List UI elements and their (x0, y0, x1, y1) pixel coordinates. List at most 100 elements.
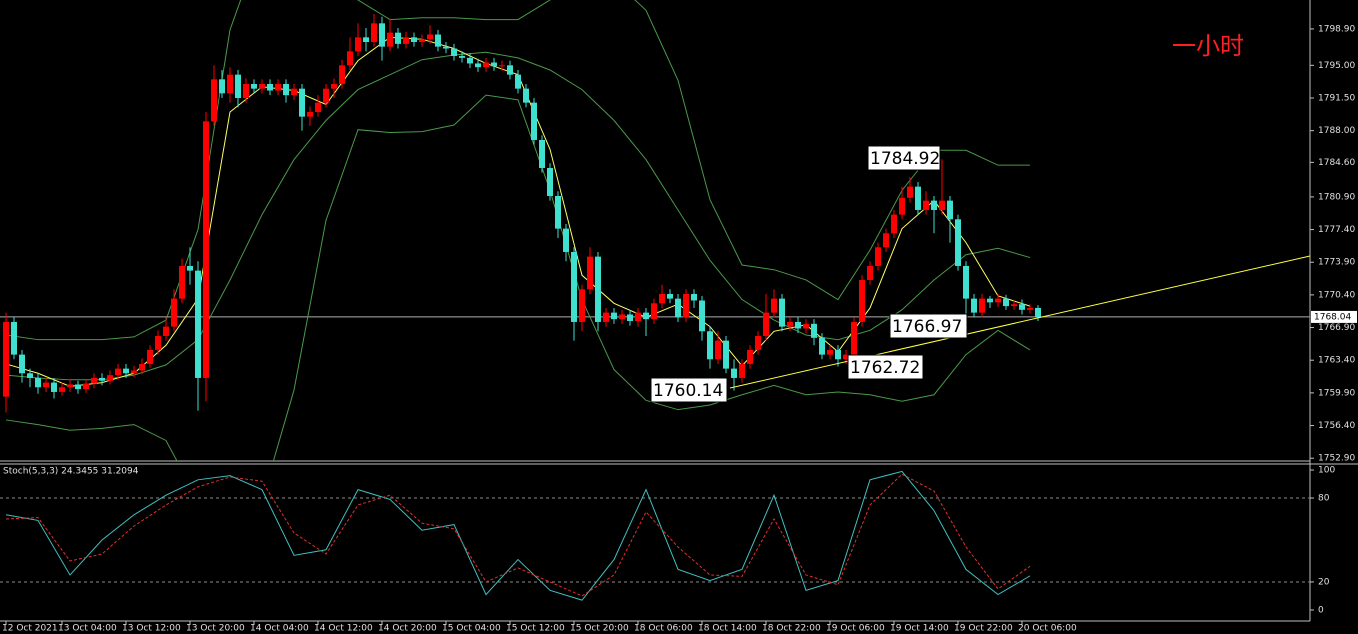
candle-body (75, 384, 81, 390)
candle-body (779, 298, 785, 327)
axes: 1798.90 1795.00 1791.50 1788.00 1784.60 1780.… (2, 24, 1357, 634)
candle-body (467, 57, 473, 64)
candle-body (899, 197, 905, 215)
candle-body (699, 300, 705, 332)
candle-body (27, 373, 33, 378)
candle-body (555, 195, 561, 229)
y-tick-label: 1798.90 (1318, 24, 1355, 34)
x-tick-label: 18 Oct 06:00 (634, 624, 693, 634)
indicator-line (5, 51, 1031, 381)
candle-body (947, 200, 953, 220)
candle-body (931, 200, 937, 210)
stoch-line (5, 470, 1031, 601)
annotation: 1766.97 (892, 317, 962, 337)
candle-body (755, 335, 761, 350)
annotation: 1762.72 (850, 358, 920, 378)
candle-body (963, 265, 969, 299)
candle-body (843, 354, 849, 360)
y-tick-label: 1766.90 (1318, 323, 1355, 333)
candle-body (331, 83, 337, 89)
x-tick-label: 13 Oct 04:00 (58, 624, 117, 634)
candle-body (819, 337, 825, 355)
candle-body (1011, 304, 1017, 307)
candle-body (515, 74, 521, 89)
candle-body (451, 48, 457, 56)
candle-body (667, 293, 673, 299)
annotation: 1760.14 (653, 381, 723, 401)
candle-body (131, 370, 137, 374)
candle-body (731, 368, 737, 378)
candle-body (795, 321, 801, 329)
x-tick-label: 13 Oct 12:00 (122, 624, 181, 634)
candle-body (187, 265, 193, 271)
candle-body (123, 368, 129, 374)
candle-body (163, 326, 169, 336)
candle-body (851, 321, 857, 355)
candle-body (43, 382, 49, 388)
candle-body (971, 298, 977, 313)
candle-body (411, 37, 417, 42)
candle-body (659, 293, 665, 304)
candle-body (643, 312, 649, 320)
candle-body (651, 303, 657, 320)
price-panel (0, 0, 1310, 461)
candle-body (323, 88, 329, 103)
candle-body (883, 233, 889, 248)
price-tag-box (1311, 310, 1357, 323)
candle-body (627, 314, 633, 322)
candle-body (811, 323, 817, 338)
x-tick-label: 20 Oct 06:00 (1018, 624, 1077, 634)
candle-body (219, 79, 225, 94)
candle-body (1035, 307, 1041, 317)
candle-body (179, 265, 185, 299)
candle-body (619, 314, 625, 320)
indicator-label: Stoch(5,3,3) 24.3455 31.2094 (3, 467, 139, 477)
x-tick-label: 15 Oct 04:00 (442, 624, 501, 634)
x-tick-label: 18 Oct 22:00 (762, 624, 821, 634)
candle-body (371, 23, 377, 42)
candle-body (763, 312, 769, 336)
candle-body (315, 102, 321, 112)
candle-body (739, 363, 745, 378)
y-tick-label: 1795.00 (1318, 61, 1355, 71)
y-tick-label: 1777.40 (1318, 225, 1355, 235)
candle-body (59, 387, 65, 392)
candle-body (523, 88, 529, 103)
candle-body (443, 46, 449, 49)
stoch-panel (0, 470, 1310, 601)
candle-body (539, 139, 545, 168)
x-tick-label: 15 Oct 12:00 (506, 624, 565, 634)
candle-body (307, 111, 313, 117)
candle-body (203, 121, 209, 378)
candle-body (171, 298, 177, 327)
candle-body (275, 83, 281, 91)
y-tick-label: 80 (1318, 494, 1330, 504)
indicator-line (5, 94, 1031, 461)
trend-line (729, 255, 1311, 389)
candle-body (827, 349, 833, 355)
candle-body (547, 167, 553, 196)
candle-body (475, 63, 481, 68)
y-tick-label: 20 (1318, 577, 1330, 587)
candle-body (51, 382, 57, 392)
y-tick-label: 100 (1318, 466, 1335, 476)
x-tick-label: 19 Oct 14:00 (890, 624, 949, 634)
candle-body (395, 32, 401, 44)
candle-body (1019, 304, 1025, 310)
annotation-box (889, 313, 968, 339)
candle-body (579, 289, 585, 322)
candle-body (635, 312, 641, 322)
candle-body (923, 200, 929, 210)
candle-body (611, 312, 617, 320)
y-tick-label: 1770.40 (1318, 290, 1355, 300)
y-tick-label: 1773.90 (1318, 258, 1355, 268)
x-tick-label: 13 Oct 20:00 (186, 624, 245, 634)
candle-body (507, 65, 513, 75)
candle-body (907, 186, 913, 198)
x-tick-label: 14 Oct 20:00 (378, 624, 437, 634)
candle-body (195, 270, 201, 378)
candle-body (99, 377, 105, 381)
candle-body (91, 377, 97, 384)
candle-body (955, 219, 961, 266)
